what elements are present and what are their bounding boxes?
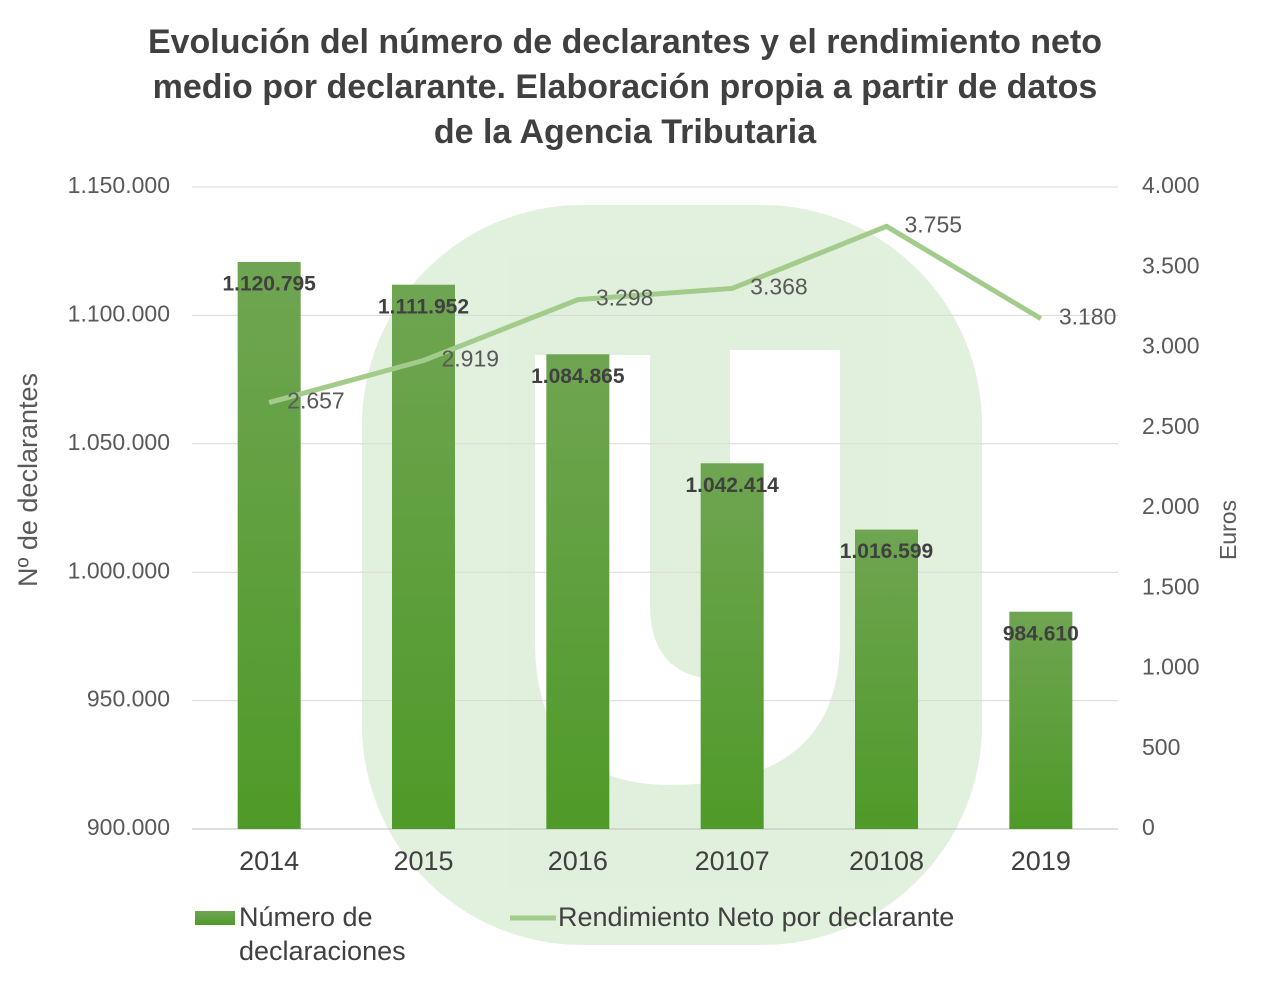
x-tick-label: 20108 (849, 846, 924, 876)
y2-tick-label: 2.000 (1142, 493, 1200, 519)
bar (1009, 611, 1073, 829)
bar-value-label: 984.610 (1003, 622, 1079, 645)
y2-tick-label: 2.500 (1142, 413, 1200, 439)
legend-bar (195, 911, 235, 925)
y2-tick-label: 3.500 (1142, 252, 1200, 278)
bar-value-label: 1.120.795 (222, 273, 316, 296)
y-axis-title: Nº de declarantes (13, 373, 43, 587)
line-value-label: 3.368 (750, 274, 808, 300)
legend-label: Número de declaraciones (239, 902, 406, 966)
legend-label: Rendimiento Neto por declarante (558, 902, 955, 932)
bar-value-label: 1.084.865 (531, 365, 625, 388)
x-tick-label: 2019 (1011, 846, 1071, 876)
bar (546, 354, 610, 829)
legend-swatch-line (510, 915, 556, 921)
y2-tick-label: 1.500 (1142, 573, 1200, 599)
x-tick-label: 2014 (239, 846, 299, 876)
y2-tick-label: 500 (1142, 734, 1180, 760)
bar (855, 529, 918, 829)
line-value-label: 3.755 (905, 211, 963, 237)
line-value-label: 3.298 (596, 285, 654, 311)
y2-tick-label: 1.000 (1142, 654, 1200, 680)
x-tick-label: 2015 (393, 846, 453, 876)
line-value-label: 2.919 (442, 346, 500, 372)
legend-swatch-bar (195, 911, 235, 925)
y-tick-label: 1.050.000 (68, 429, 170, 455)
bar-value-label: 1.016.599 (840, 540, 933, 563)
y-tick-label: 1.150.000 (68, 172, 170, 198)
y-tick-label: 950.000 (87, 686, 170, 712)
y2-tick-label: 0 (1142, 814, 1155, 840)
y-tick-label: 1.000.000 (68, 557, 170, 583)
bar (392, 284, 455, 829)
bar-value-label: 1.111.952 (378, 295, 469, 318)
chart-title: Evolución del número de declarantes y el… (147, 23, 1103, 151)
x-tick-label: 20107 (695, 846, 770, 876)
bar (700, 463, 764, 829)
bar-value-label: 1.042.414 (685, 474, 779, 497)
y-tick-label: 900.000 (87, 814, 170, 840)
y2-tick-label: 4.000 (1142, 172, 1200, 198)
line (268, 223, 1043, 405)
watermark (362, 205, 982, 945)
y-tick-label: 1.100.000 (68, 300, 170, 326)
y2-axis-title: Euros (1215, 500, 1241, 560)
bar (237, 261, 301, 830)
x-tick-label: 2016 (548, 846, 608, 876)
line-value-label: 3.180 (1059, 304, 1117, 330)
line-value-label: 2.657 (287, 388, 345, 414)
y2-tick-label: 3.000 (1142, 333, 1200, 359)
